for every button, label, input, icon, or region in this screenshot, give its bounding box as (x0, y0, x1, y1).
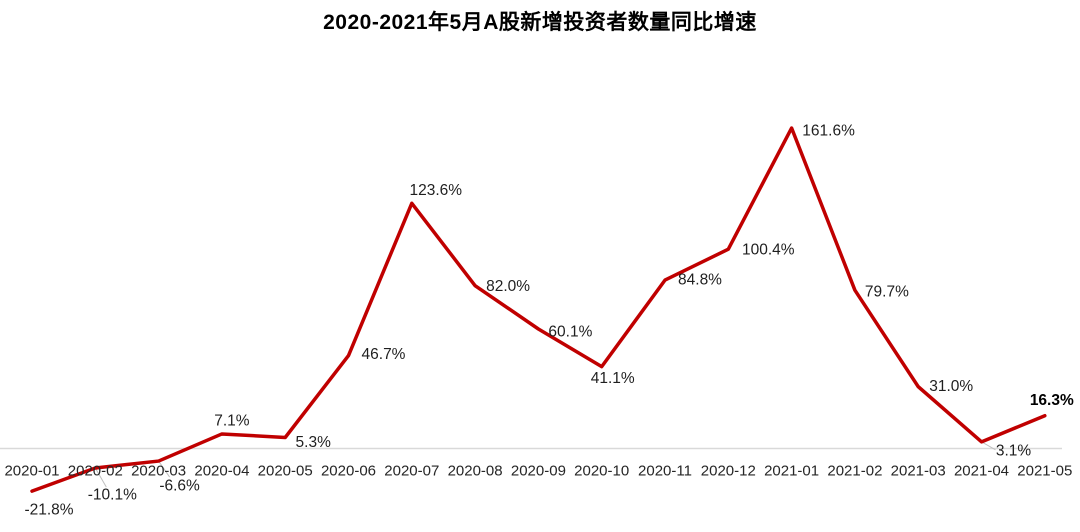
leader-line (981, 441, 996, 451)
data-series-line (30, 126, 1047, 493)
x-axis-label: 2020-05 (258, 463, 313, 480)
x-axis-label: 2020-07 (384, 463, 439, 480)
data-label: 100.4% (742, 242, 795, 259)
leader-line (158, 460, 171, 478)
x-axis-label: 2021-03 (891, 463, 946, 480)
x-axis-label: 2020-12 (701, 463, 756, 480)
data-label: 79.7% (865, 284, 909, 301)
data-label: 41.1% (591, 370, 635, 387)
chart-title: 2020-2021年5月A股新增投资者数量同比增速 (323, 11, 757, 34)
data-label: 16.3% (1030, 392, 1074, 409)
x-axis-label: 2020-06 (321, 463, 376, 480)
x-axis-label: 2020-03 (131, 463, 186, 480)
data-label: 82.0% (486, 278, 530, 295)
data-label: -21.8% (24, 502, 73, 519)
data-label: 3.1% (996, 442, 1032, 459)
x-axis-label: 2020-08 (448, 463, 503, 480)
x-axis-label: 2021-05 (1017, 463, 1072, 480)
data-label: 84.8% (678, 272, 722, 289)
data-label: 46.7% (362, 346, 406, 363)
x-axis-label: 2020-10 (574, 463, 629, 480)
x-axis-label: 2021-02 (827, 463, 882, 480)
data-label: 5.3% (296, 434, 332, 451)
x-axis-label: 2020-04 (194, 463, 249, 480)
data-label: 31.0% (929, 378, 973, 395)
x-axis-label: 2021-04 (954, 463, 1009, 480)
x-axis-label: 2020-02 (68, 463, 123, 480)
x-axis-label: 2020-11 (638, 463, 692, 480)
data-label: 60.1% (548, 324, 592, 341)
data-label: 161.6% (802, 123, 855, 140)
leader-line (94, 467, 107, 488)
data-label: 7.1% (214, 412, 250, 429)
data-label: 123.6% (410, 182, 463, 199)
x-axis-label: 2020-01 (4, 463, 59, 480)
data-label: -6.6% (159, 478, 200, 495)
x-axis-label: 2021-01 (764, 463, 819, 480)
x-axis-label: 2020-09 (511, 463, 566, 480)
data-label: -10.1% (88, 486, 137, 503)
